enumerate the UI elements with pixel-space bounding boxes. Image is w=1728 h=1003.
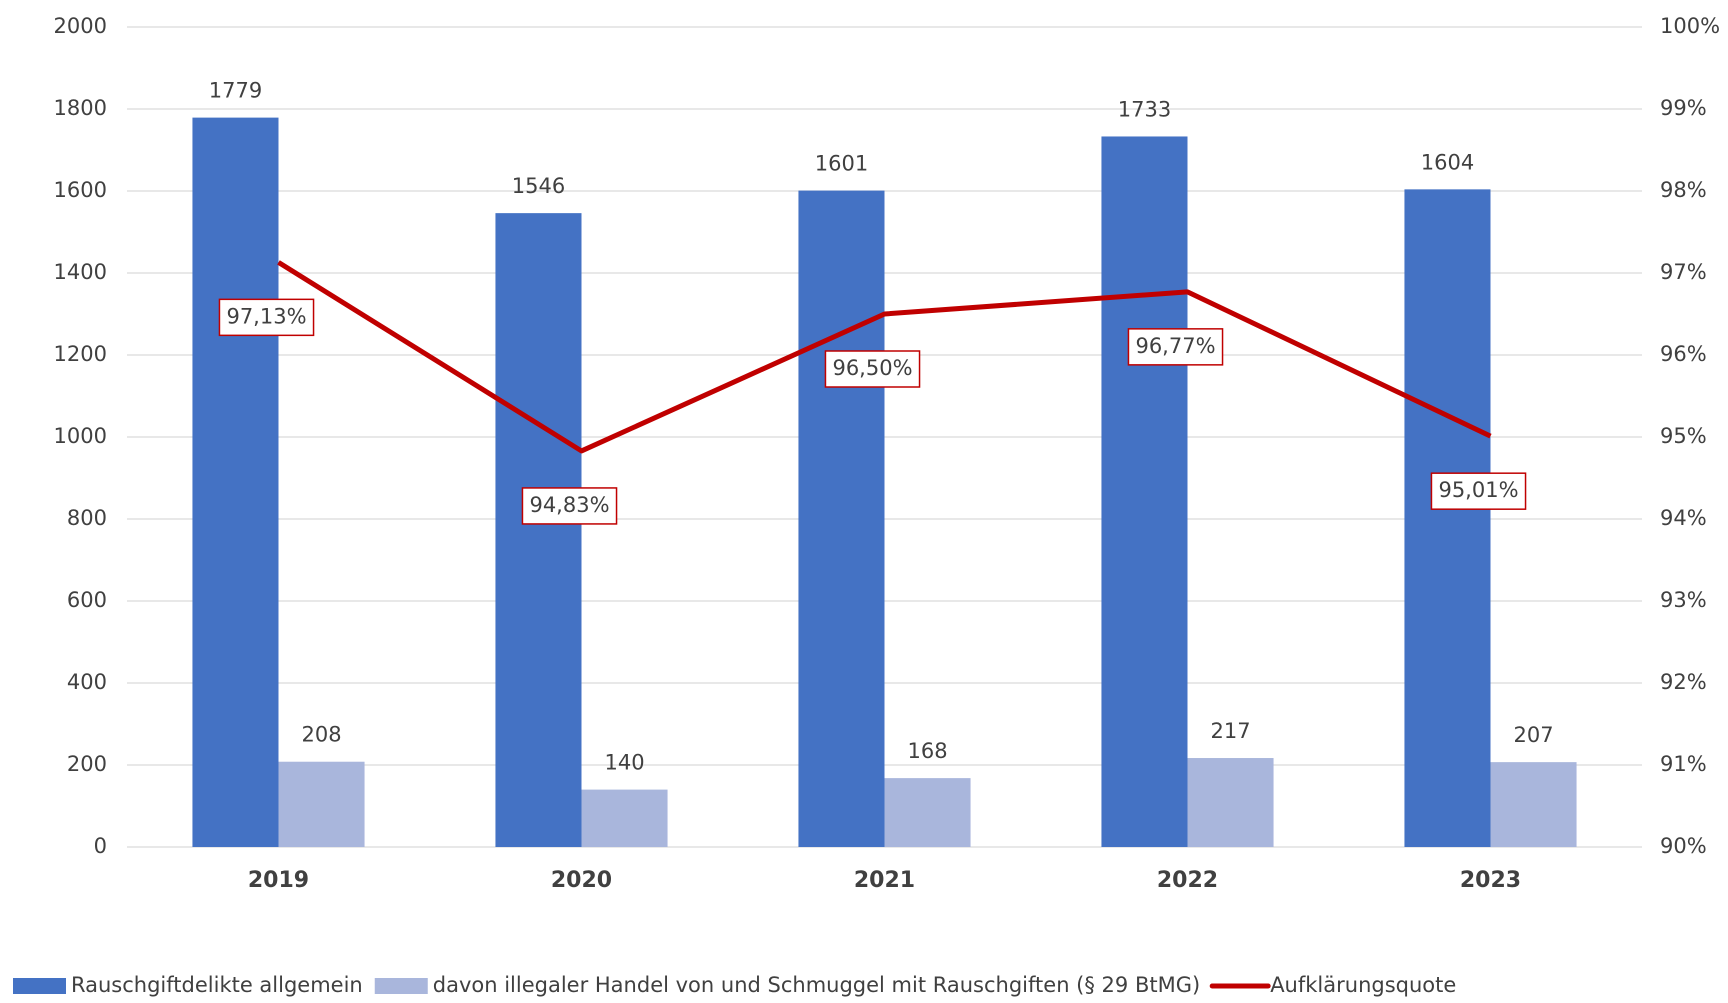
line-value-box <box>1430 472 1527 510</box>
y2-tick-label: 94% <box>1660 506 1707 530</box>
x-tick-label: 2021 <box>854 868 915 893</box>
x-tick-label: 2019 <box>248 868 309 893</box>
line-value-label: 95,01% <box>1438 478 1518 502</box>
bar-value-label: 208 <box>301 723 341 747</box>
y-tick-label: 200 <box>67 752 107 776</box>
legend-label: Aufklärungsquote <box>1270 973 1456 997</box>
y2-tick-label: 98% <box>1660 178 1707 202</box>
y-tick-label: 1600 <box>54 178 107 202</box>
x-tick-label: 2023 <box>1460 868 1521 893</box>
line-value-box <box>218 298 315 337</box>
line-value-box <box>1127 328 1224 366</box>
bar-value-label: 168 <box>907 739 947 763</box>
y2-tick-label: 91% <box>1660 752 1707 776</box>
bar-value-label: 1733 <box>1118 97 1171 121</box>
bar-value-label: 1546 <box>512 174 565 198</box>
legend-label: Rauschgiftdelikte allgemein <box>71 973 363 997</box>
y-tick-label: 800 <box>67 506 107 530</box>
bar <box>1490 762 1577 847</box>
legend-swatch <box>13 978 66 994</box>
bar-value-label: 207 <box>1513 723 1553 747</box>
y-tick-label: 1400 <box>54 260 107 284</box>
y2-tick-label: 99% <box>1660 96 1707 120</box>
y2-tick-label: 100% <box>1660 14 1720 38</box>
bar-value-label: 140 <box>604 751 644 775</box>
y-tick-label: 1200 <box>54 342 107 366</box>
bar-value-label: 1779 <box>209 79 262 103</box>
bar-value-label: 217 <box>1210 719 1250 743</box>
y-tick-label: 2000 <box>54 14 107 38</box>
bar <box>278 761 365 847</box>
bar <box>192 117 279 848</box>
y2-tick-label: 93% <box>1660 588 1707 612</box>
bar-value-label: 1601 <box>815 152 868 176</box>
y-tick-label: 600 <box>67 588 107 612</box>
bar <box>1101 136 1188 848</box>
line-value-box <box>824 350 921 388</box>
line <box>277 260 1492 454</box>
y-tick-label: 1000 <box>54 424 107 448</box>
y2-tick-label: 95% <box>1660 424 1707 448</box>
legend-label: davon illegaler Handel von und Schmuggel… <box>433 973 1200 997</box>
y-tick-label: 400 <box>67 670 107 694</box>
y2-tick-label: 92% <box>1660 670 1707 694</box>
legend-swatch <box>374 978 428 994</box>
y-tick-label: 0 <box>94 834 107 858</box>
bar <box>1404 189 1491 848</box>
line-value-label: 96,77% <box>1135 334 1215 358</box>
line-value-box <box>521 487 618 525</box>
bar <box>495 213 582 847</box>
line-value-label: 97,13% <box>226 304 306 328</box>
bar <box>1187 758 1274 847</box>
y2-tick-label: 96% <box>1660 342 1707 366</box>
y2-tick-label: 90% <box>1660 834 1707 858</box>
line-value-label: 96,50% <box>832 356 912 380</box>
bar <box>581 789 668 847</box>
bar <box>884 778 971 847</box>
bar <box>798 190 885 848</box>
y2-tick-label: 97% <box>1660 260 1707 284</box>
x-tick-label: 2022 <box>1157 868 1218 893</box>
y-tick-label: 1800 <box>54 96 107 120</box>
bar-value-label: 1604 <box>1421 150 1474 174</box>
line-value-label: 94,83% <box>529 493 609 517</box>
x-tick-label: 2020 <box>551 868 612 893</box>
